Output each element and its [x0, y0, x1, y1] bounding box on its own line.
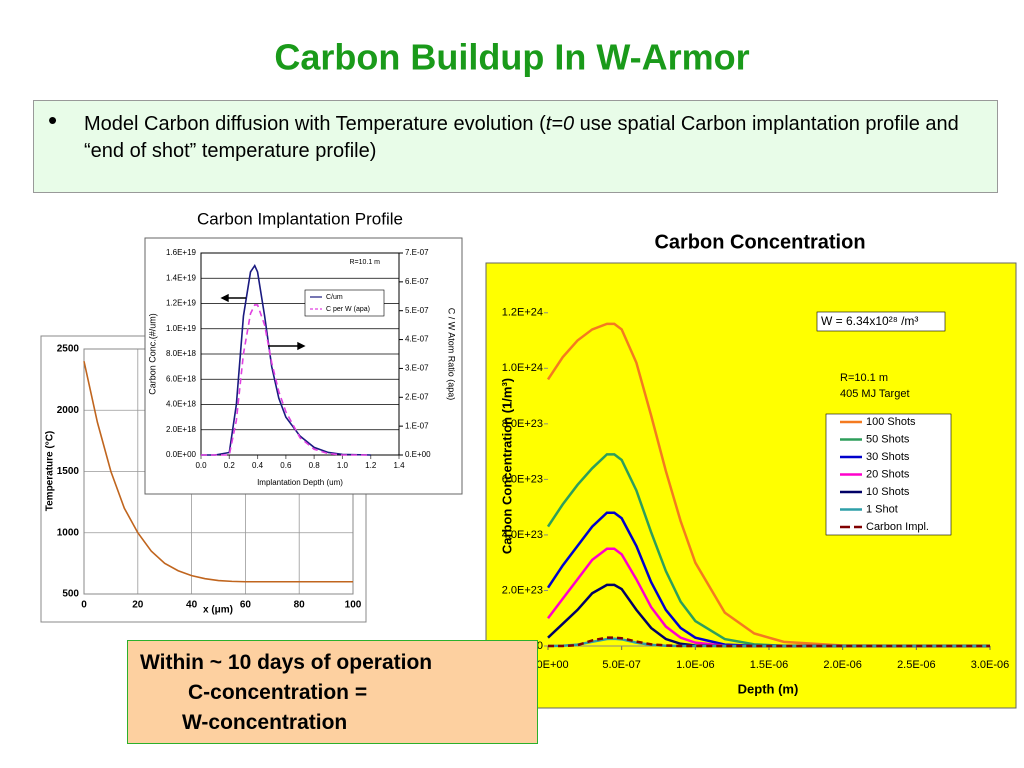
- bullet-italic: t=0: [545, 113, 575, 135]
- series-line: [201, 263, 371, 456]
- bullet-dot: •: [48, 105, 58, 135]
- series-line: [83, 361, 353, 583]
- y-tick-label: 8.0E+18: [166, 349, 197, 358]
- bullet-part: Model Carbon diffusion with Temperature …: [84, 113, 546, 135]
- x-tick-label: 60: [240, 600, 252, 611]
- y-tick-label: 1.2E+24: [502, 307, 543, 319]
- x-tick-label: 0.0: [195, 461, 207, 470]
- y-tick-label: 2.0E+18: [166, 425, 197, 434]
- y-tick-label: 1.6E+19: [166, 248, 197, 257]
- legend-label: 1 Shot: [866, 503, 898, 515]
- y2-tick-label: 1.E-07: [405, 421, 429, 430]
- bullet-box: • Model Carbon diffusion with Temperatur…: [33, 100, 998, 193]
- y-tick-label: 6.0E+23: [502, 473, 543, 485]
- x-axis-label: Depth (m): [738, 681, 799, 696]
- x-tick-label: 0: [81, 600, 87, 611]
- legend-box: [304, 289, 385, 317]
- y-tick-label: 1.4E+19: [166, 273, 197, 282]
- x-tick-label: 1.5E-06: [750, 659, 789, 671]
- y2-tick-label: 5.E-07: [405, 306, 429, 315]
- legend-label: 30 Shots: [866, 451, 910, 463]
- y2-tick-label: 6.E-07: [405, 277, 429, 286]
- y-tick-label: 1000: [57, 527, 80, 538]
- y-tick-label: 1.2E+19: [166, 299, 197, 308]
- x-tick-label: 100: [345, 600, 362, 611]
- x-tick-label: 0.2: [224, 461, 236, 470]
- legend-label: 100 Shots: [866, 416, 916, 428]
- series-line: [546, 322, 990, 648]
- y2-tick-label: 7.E-07: [405, 248, 429, 257]
- x-tick-label: 0.4: [252, 461, 264, 470]
- x-tick-label: 40: [186, 600, 198, 611]
- x-tick-label: 1.2: [365, 461, 377, 470]
- legend-box: [825, 413, 952, 536]
- x-tick-label: 1.4: [393, 461, 405, 470]
- y2-tick-label: 3.E-07: [405, 364, 429, 373]
- x-tick-label: 80: [294, 600, 306, 611]
- legend-label: C per W (apa): [326, 306, 370, 313]
- y-tick-label: 2500: [57, 344, 80, 355]
- x-tick-label: 3.0E-06: [971, 659, 1010, 671]
- slide-title: Carbon Buildup In W-Armor: [274, 37, 749, 78]
- y-tick-label: 500: [62, 589, 79, 600]
- y2-axis-label: C / W Atom Ratio (apa): [447, 308, 457, 401]
- y-tick-label: 1.0E+24: [502, 362, 543, 374]
- x-tick-label: 2.0E-06: [823, 659, 862, 671]
- x-tick-label: 5.0E-07: [602, 659, 641, 671]
- y-axis-label: Temperature (°C): [45, 431, 56, 512]
- chart-title: Carbon Implantation Profile: [197, 209, 403, 228]
- x-tick-label: 1.0: [337, 461, 349, 470]
- y-tick-label: 1500: [57, 466, 80, 477]
- series-line: [548, 636, 990, 648]
- x-tick-label: 0.8: [309, 461, 321, 470]
- legend-label: 10 Shots: [866, 486, 910, 498]
- implantation-chart: Carbon Implantation Profile 0.0E+00 2.0E+1…: [144, 209, 463, 495]
- x-axis-label: Implantation Depth (um): [257, 478, 343, 487]
- series-line: [201, 304, 371, 456]
- chart-title: Carbon Concentration: [654, 231, 865, 253]
- x-tick-label: 0.6: [280, 461, 292, 470]
- legend-label: C/um: [326, 294, 343, 301]
- callout-line: C-concentration =: [188, 681, 368, 704]
- annotation: R=10.1 m: [840, 372, 888, 384]
- y2-tick-label: 2.E-07: [405, 392, 429, 401]
- y-tick-label: 2.0E+23: [502, 584, 543, 596]
- arrow: [220, 293, 246, 303]
- legend-label: 20 Shots: [866, 468, 910, 480]
- callout-line: Within ~ 10 days of operation: [140, 651, 433, 674]
- y-tick-label: 2000: [57, 405, 80, 416]
- annotation: R=10.1 m: [349, 259, 380, 266]
- y2-tick-label: 4.E-07: [405, 335, 429, 344]
- y-axis-label: Carbon Concentration (1/m³): [499, 378, 514, 554]
- y-tick-label: 8.0E+23: [502, 418, 543, 430]
- arrow: [268, 341, 306, 351]
- concentration-chart: Carbon Concentration0.0E+002.0E+234.0E+2…: [485, 231, 1017, 709]
- y-tick-label: 6.0E+18: [166, 374, 197, 383]
- bullet-text: Model Carbon diffusion with Temperature …: [84, 111, 984, 165]
- callout-line: W-concentration: [182, 711, 348, 734]
- y-tick-label: 1.0E+19: [166, 324, 197, 333]
- y-tick-label: 0.0E+00: [166, 450, 197, 459]
- annotation: W = 6.34x10²⁸ /m³: [821, 314, 918, 328]
- x-tick-label: 20: [132, 600, 144, 611]
- y-tick-label: 4.0E+18: [166, 400, 197, 409]
- chart-frame: [144, 237, 463, 495]
- annotation-box: [816, 311, 946, 332]
- callout-box: Within ~ 10 days of operation C-concentr…: [127, 640, 538, 744]
- legend-label: 50 Shots: [866, 433, 910, 445]
- y-tick-label: 4.0E+23: [502, 529, 543, 541]
- x-tick-label: 2.5E-06: [897, 659, 936, 671]
- x-tick-label: 1.0E-06: [676, 659, 715, 671]
- annotation: 405 MJ Target: [840, 388, 910, 400]
- bullet-part: use spatial Carbon implantation profile …: [84, 113, 959, 162]
- x-axis-label: x (μm): [203, 605, 233, 616]
- legend-label: Carbon Impl.: [866, 521, 929, 533]
- y2-tick-label: 0.E+00: [405, 450, 431, 459]
- y-axis-label: Carbon Conc.(#/um): [147, 313, 157, 395]
- plot-border: [200, 252, 400, 456]
